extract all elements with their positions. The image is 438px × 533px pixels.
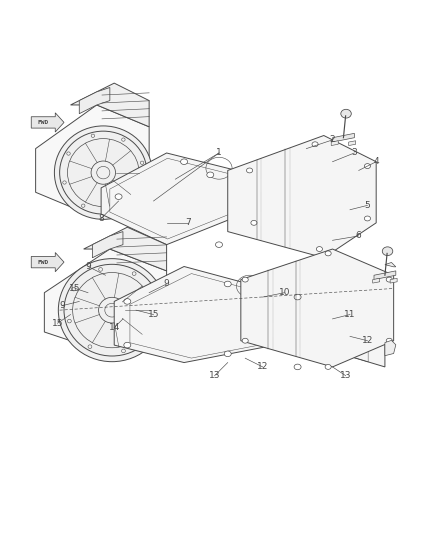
Text: 15: 15 <box>69 284 81 293</box>
Polygon shape <box>92 231 123 258</box>
Polygon shape <box>385 341 396 356</box>
Text: 10: 10 <box>279 288 290 297</box>
Polygon shape <box>228 135 376 258</box>
Text: 11: 11 <box>344 310 356 319</box>
Text: FWD: FWD <box>38 120 49 125</box>
Polygon shape <box>44 249 166 354</box>
Text: 9: 9 <box>59 301 65 310</box>
Ellipse shape <box>224 281 231 287</box>
Text: 4: 4 <box>373 157 379 166</box>
Polygon shape <box>385 262 396 267</box>
Ellipse shape <box>224 351 231 357</box>
Text: 2: 2 <box>330 135 336 144</box>
Text: 12: 12 <box>257 362 268 372</box>
Polygon shape <box>114 266 385 367</box>
Text: 1: 1 <box>216 149 222 157</box>
Ellipse shape <box>215 242 223 247</box>
Polygon shape <box>331 141 338 146</box>
Text: 3: 3 <box>351 149 357 157</box>
Ellipse shape <box>115 194 122 199</box>
Polygon shape <box>31 253 64 272</box>
Ellipse shape <box>294 294 301 300</box>
Polygon shape <box>79 87 110 114</box>
Ellipse shape <box>58 259 166 362</box>
Text: 5: 5 <box>364 201 370 210</box>
Text: 9: 9 <box>164 279 170 288</box>
Ellipse shape <box>386 277 392 282</box>
Ellipse shape <box>54 126 152 220</box>
Ellipse shape <box>316 247 322 252</box>
Polygon shape <box>241 249 394 367</box>
Text: FWD: FWD <box>38 260 49 264</box>
Ellipse shape <box>294 364 301 370</box>
Ellipse shape <box>382 247 393 256</box>
Ellipse shape <box>364 216 371 221</box>
Text: 9: 9 <box>85 262 91 271</box>
Polygon shape <box>71 83 149 127</box>
Ellipse shape <box>128 238 135 243</box>
Ellipse shape <box>251 220 257 225</box>
Ellipse shape <box>242 277 248 282</box>
Polygon shape <box>101 153 254 245</box>
Text: 13: 13 <box>340 371 351 380</box>
Ellipse shape <box>247 168 253 173</box>
Polygon shape <box>349 141 356 146</box>
Polygon shape <box>373 278 380 283</box>
Text: 15: 15 <box>148 310 159 319</box>
Text: 12: 12 <box>362 336 373 345</box>
Ellipse shape <box>312 142 318 147</box>
Text: 15: 15 <box>52 319 63 328</box>
Polygon shape <box>374 271 396 280</box>
Polygon shape <box>390 278 397 283</box>
Ellipse shape <box>341 109 351 118</box>
Polygon shape <box>84 227 166 271</box>
Ellipse shape <box>325 365 331 369</box>
Ellipse shape <box>386 338 392 343</box>
Text: 14: 14 <box>109 323 120 332</box>
Ellipse shape <box>207 172 214 177</box>
Ellipse shape <box>364 164 371 168</box>
Ellipse shape <box>124 298 131 304</box>
Polygon shape <box>332 133 354 142</box>
Ellipse shape <box>325 251 331 256</box>
Text: 8: 8 <box>98 214 104 223</box>
Ellipse shape <box>124 342 131 348</box>
Text: 7: 7 <box>186 219 191 228</box>
Ellipse shape <box>242 338 248 343</box>
Polygon shape <box>31 113 64 132</box>
Polygon shape <box>35 105 149 214</box>
Text: 13: 13 <box>209 371 220 380</box>
Ellipse shape <box>180 159 187 165</box>
Text: 6: 6 <box>356 231 362 240</box>
